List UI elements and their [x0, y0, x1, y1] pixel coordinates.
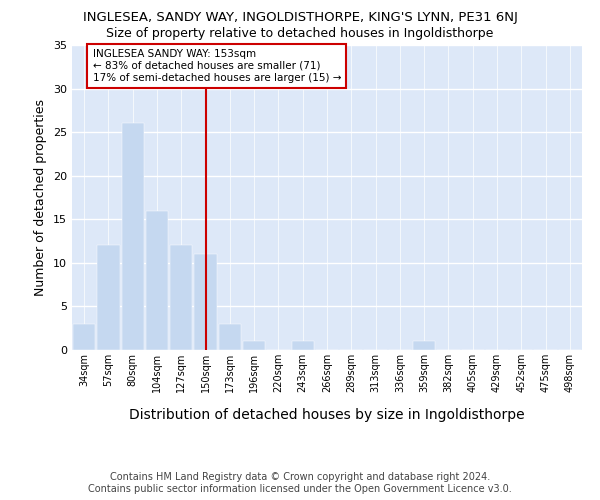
Bar	[243, 342, 265, 350]
Bar	[218, 324, 241, 350]
Bar	[292, 342, 314, 350]
Text: INGLESEA, SANDY WAY, INGOLDISTHORPE, KING'S LYNN, PE31 6NJ: INGLESEA, SANDY WAY, INGOLDISTHORPE, KIN…	[83, 11, 517, 24]
Bar	[73, 324, 95, 350]
Bar	[413, 342, 436, 350]
Bar	[170, 246, 193, 350]
Bar	[122, 124, 144, 350]
Text: Contains HM Land Registry data © Crown copyright and database right 2024.
Contai: Contains HM Land Registry data © Crown c…	[88, 472, 512, 494]
Bar	[146, 210, 168, 350]
Bar	[194, 254, 217, 350]
Y-axis label: Number of detached properties: Number of detached properties	[34, 99, 47, 296]
Text: Distribution of detached houses by size in Ingoldisthorpe: Distribution of detached houses by size …	[129, 408, 525, 422]
Text: INGLESEA SANDY WAY: 153sqm
← 83% of detached houses are smaller (71)
17% of semi: INGLESEA SANDY WAY: 153sqm ← 83% of deta…	[92, 50, 341, 82]
Text: Size of property relative to detached houses in Ingoldisthorpe: Size of property relative to detached ho…	[106, 28, 494, 40]
Bar	[97, 246, 119, 350]
